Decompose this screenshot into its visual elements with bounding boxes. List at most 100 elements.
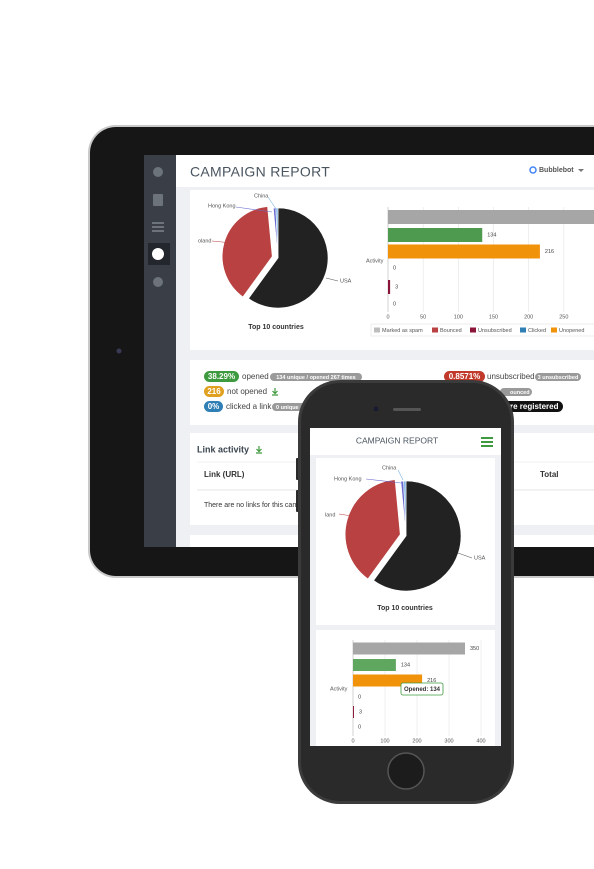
menu-line (481, 441, 493, 443)
header (176, 155, 594, 187)
pie-slice (403, 480, 407, 537)
bar-chart: 050100150200250350134216030 (386, 207, 594, 320)
legend-swatch (551, 327, 557, 333)
bar-value-label: 0 (393, 301, 396, 307)
pie-slice (221, 206, 273, 298)
leader-line (235, 206, 273, 213)
icon-line (152, 222, 164, 224)
home-button[interactable] (387, 752, 425, 790)
column-header: Link (URL) (204, 470, 245, 479)
pie-label: China (254, 193, 269, 199)
x-tick-label: 250 (559, 314, 568, 320)
download-icon[interactable] (256, 446, 262, 454)
bar (388, 244, 540, 259)
bar-value-label: 0 (358, 694, 361, 700)
badge-text: 38.29% (208, 372, 235, 381)
legend-label: Marked as spam (382, 328, 423, 334)
bar (353, 642, 465, 655)
badge-text: re registered (510, 402, 559, 411)
x-tick-label: 0 (351, 738, 354, 744)
badge-text: 0 unique (276, 405, 299, 411)
legend-label: Unopened (559, 328, 584, 334)
account-caret[interactable] (578, 169, 584, 172)
bar-value-label: 134 (401, 662, 410, 668)
pie-chart (221, 206, 329, 309)
leader-line (325, 277, 339, 282)
x-tick-label: 300 (444, 738, 453, 744)
badge (204, 401, 223, 412)
badge-text: 0.8571% (449, 372, 481, 381)
x-tick-label: 100 (454, 314, 463, 320)
pie-label: USA (474, 555, 486, 561)
pie-label: Hong Kong (208, 203, 236, 209)
pie-chart (344, 479, 462, 592)
pie-caption: Top 10 countries (248, 324, 304, 331)
leader-line (211, 240, 233, 244)
stat-text: opened (242, 372, 269, 381)
pie-slice (275, 207, 279, 259)
stat-text: not opened (227, 387, 267, 396)
x-tick-label: 0 (386, 314, 389, 320)
leader-line (397, 469, 404, 481)
column-header: Total (540, 470, 559, 479)
leader-line (338, 513, 359, 518)
bar-value-label: 216 (427, 678, 436, 684)
legend-swatch (432, 327, 438, 333)
bar-value-label: 0 (358, 724, 361, 730)
pie-slice (248, 207, 329, 309)
bar-value-label: 3 (395, 284, 398, 290)
menu-button[interactable] (481, 437, 493, 447)
bar (388, 280, 391, 294)
axis-label: Activity (330, 686, 348, 692)
badge (535, 373, 581, 381)
sidebar-icon[interactable] (152, 222, 164, 232)
legend-box (370, 323, 594, 337)
legend-label: Clicked (528, 328, 546, 334)
sidebar-icon[interactable] (153, 194, 163, 206)
x-tick-label: 400 (476, 738, 485, 744)
account-name[interactable]: Bubblebot (539, 167, 574, 174)
badge-text: 134 unique / opened 267 times (276, 375, 355, 381)
sidebar-icon[interactable] (153, 167, 163, 177)
sidebar-icon[interactable] (153, 277, 163, 287)
badge-text: 3 unsubscribed (538, 375, 579, 381)
pie-caption: Top 10 countries (377, 605, 433, 612)
sidebar (144, 155, 176, 547)
badge (500, 388, 532, 396)
phone-camera (373, 406, 379, 412)
badge (272, 403, 308, 411)
x-tick-label: 150 (489, 314, 498, 320)
legend-label: Unsubscribed (478, 328, 512, 334)
axis-label: Activity (366, 258, 384, 264)
legend-swatch (520, 327, 526, 333)
pie-label: China (382, 465, 397, 471)
menu-line (481, 445, 493, 447)
menu-line (481, 437, 493, 439)
pie-slice (344, 479, 401, 580)
stat-text: unsubscribed (487, 372, 535, 381)
phone-speaker (393, 408, 421, 411)
x-tick-label: 50 (420, 314, 426, 320)
google-icon (529, 166, 537, 174)
bar-value-label: 350 (470, 646, 479, 652)
tooltip (400, 682, 444, 696)
badge (500, 401, 563, 412)
bar (353, 706, 354, 718)
bar-value-label: 216 (545, 249, 554, 255)
bar (353, 659, 396, 671)
badge-text: 0% (208, 402, 220, 411)
badge (270, 373, 362, 381)
pie-label: oland (198, 238, 211, 244)
badge (204, 386, 224, 397)
bar-value-label: 134 (487, 232, 496, 238)
download-icon[interactable] (272, 388, 278, 396)
badge (204, 371, 239, 382)
pie-label: USA (340, 278, 352, 284)
leader-line (365, 478, 402, 484)
leader-line (457, 552, 473, 559)
icon-line (152, 226, 164, 228)
x-tick-label: 200 (524, 314, 533, 320)
bar (388, 210, 594, 224)
badge-text: ounced (510, 390, 530, 396)
